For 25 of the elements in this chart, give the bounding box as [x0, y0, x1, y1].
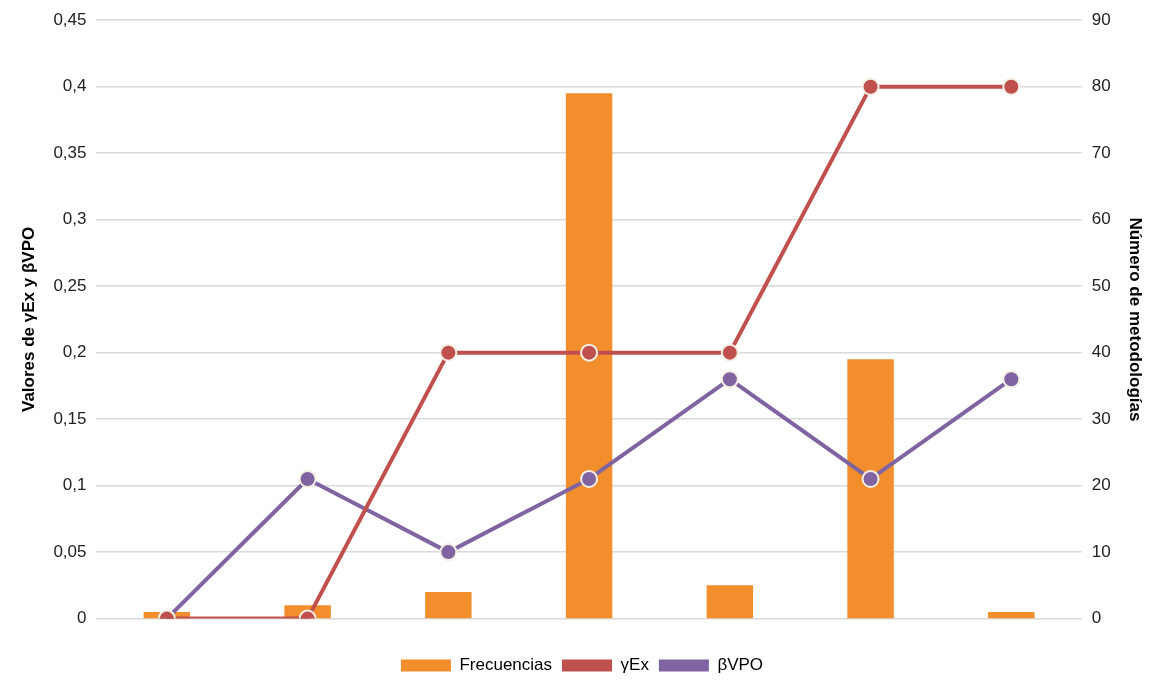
y2-tick-label: 50	[1091, 275, 1111, 295]
y2-tick-label: 80	[1091, 76, 1111, 96]
y2-axis-title: Número de metodologías	[1126, 217, 1146, 422]
y2-tick-label: 60	[1091, 209, 1111, 229]
y-tick-label: 0,4	[62, 76, 87, 96]
y-tick-label: 0,2	[62, 342, 87, 362]
y-tick-label: 0,35	[53, 142, 87, 162]
y2-tick-label: 30	[1091, 408, 1111, 428]
y2-tick-label: 0	[1091, 608, 1102, 628]
y-tick-label: 0,05	[53, 541, 87, 561]
y2-tick-label: 20	[1091, 475, 1111, 495]
y-tick-label: 0,15	[53, 408, 87, 428]
y-tick-label: 0,45	[53, 9, 87, 29]
legend-label: γEx	[620, 655, 650, 675]
y-tick-label: 0,1	[62, 475, 87, 495]
legend-label: Frecuencias	[459, 655, 553, 675]
y2-tick-label: 70	[1091, 142, 1111, 162]
y-axis-title: Valores de γEx y βVPO	[18, 226, 38, 412]
y-tick-label: 0,25	[53, 275, 87, 295]
y2-tick-label: 90	[1091, 9, 1111, 29]
y2-tick-label: 10	[1091, 541, 1111, 561]
y2-tick-label: 40	[1091, 342, 1111, 362]
y-tick-label: 0	[77, 608, 87, 628]
y-tick-label: 0,3	[62, 209, 87, 229]
legend-label: βVPO	[717, 655, 764, 675]
